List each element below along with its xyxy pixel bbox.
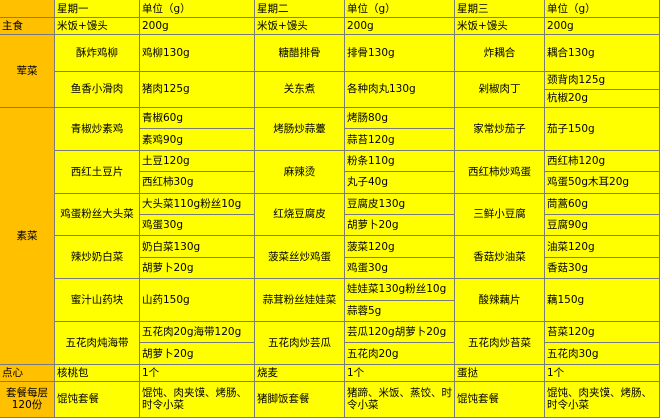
snack-name: 核桃包 (55, 364, 140, 382)
category-label: 主食 (0, 18, 55, 35)
dish-name: 家常炒茄子 (455, 108, 545, 151)
dish-name: 西红柿炒鸡蛋 (455, 150, 545, 194)
dish-name: 五花肉炒苔菜 (455, 322, 545, 365)
set-meal-contents: 馄饨、肉夹馍、烤肠、时令小菜 (140, 381, 255, 418)
ingredient: 菠菜120g (345, 236, 455, 258)
dish-name: 红烧豆腐皮 (255, 193, 345, 237)
day-header: 星期二 (255, 0, 345, 18)
dish-name: 青椒炒素鸡 (55, 108, 140, 151)
unit-header: 单位（g） (140, 0, 255, 18)
ingredient: 鸡蛋50g木耳20g (545, 172, 660, 194)
category-label: 点心 (0, 364, 55, 382)
set-meal-name: 馄饨套餐 (55, 381, 140, 418)
ingredient: 鸡蛋30g (140, 215, 255, 237)
ingredient: 五花肉30g (545, 343, 660, 365)
dish-name: 酸辣藕片 (455, 279, 545, 322)
ingredient: 奶白菜130g (140, 236, 255, 258)
ingredient: 香菇30g (545, 257, 660, 280)
ingredient: 藕150g (545, 279, 660, 322)
staple-amount: 200g (545, 18, 660, 35)
snack-amount: 1个 (345, 364, 455, 382)
snack-amount: 1个 (545, 364, 660, 382)
ingredient: 青椒60g (140, 108, 255, 130)
staple-name: 米饭+馒头 (455, 18, 545, 35)
ingredient: 蒜苔120g (345, 129, 455, 151)
category-label: 荤菜 (0, 35, 55, 108)
ingredient: 杭椒20g (545, 89, 660, 108)
ingredient: 芸瓜120g胡萝卜20g (345, 322, 455, 344)
ingredient: 素鸡90g (140, 129, 255, 151)
dish-name: 关东煮 (255, 71, 345, 108)
set-meal-name: 馄饨套餐 (455, 381, 545, 418)
snack-name: 烧麦 (255, 364, 345, 382)
unit-header: 单位（g） (345, 0, 455, 18)
ingredient: 山药150g (140, 279, 255, 322)
dish-name: 鱼香小滑肉 (55, 71, 140, 108)
ingredient: 胡萝卜20g (140, 343, 255, 365)
staple-amount: 200g (345, 18, 455, 35)
dish-name: 蜜汁山药块 (55, 279, 140, 322)
ingredient: 胡萝卜20g (345, 215, 455, 237)
category-label: 素菜 (0, 108, 55, 365)
ingredient: 蒜蓉5g (345, 300, 455, 322)
ingredient: 油菜120g (545, 236, 660, 258)
dish-name: 辣炒奶白菜 (55, 236, 140, 280)
dish-name: 三鲜小豆腐 (455, 193, 545, 237)
ingredient: 豆腐皮130g (345, 193, 455, 215)
ingredient: 颈背肉125g (545, 71, 660, 90)
ingredient: 鸡柳130g (140, 35, 255, 72)
ingredient: 猪肉125g (140, 71, 255, 108)
dish-name: 烤肠炒蒜薹 (255, 108, 345, 151)
ingredient: 胡萝卜20g (140, 257, 255, 280)
ingredient: 排骨130g (345, 35, 455, 72)
dish-name: 五花肉炒芸瓜 (255, 322, 345, 365)
ingredient: 土豆120g (140, 150, 255, 173)
staple-amount: 200g (140, 18, 255, 35)
snack-name: 蛋挞 (455, 364, 545, 382)
ingredient: 娃娃菜130g粉丝10g (345, 279, 455, 301)
staple-name: 米饭+馒头 (255, 18, 345, 35)
ingredient: 各种肉丸130g (345, 71, 455, 108)
day-header: 星期一 (55, 0, 140, 18)
ingredient: 西红柿30g (140, 172, 255, 194)
dish-name: 酥炸鸡柳 (55, 35, 140, 72)
dish-name: 剁椒肉丁 (455, 71, 545, 108)
ingredient: 茼蒿60g (545, 193, 660, 215)
ingredient: 耦合130g (545, 35, 660, 72)
dish-name: 西红土豆片 (55, 150, 140, 194)
snack-amount: 1个 (140, 364, 255, 382)
dish-name: 炸耦合 (455, 35, 545, 72)
dish-name: 糖醋排骨 (255, 35, 345, 72)
ingredient: 丸子40g (345, 172, 455, 194)
ingredient: 豆腐90g (545, 215, 660, 237)
ingredient: 粉条110g (345, 150, 455, 173)
set-meal-name: 猪脚饭套餐 (255, 381, 345, 418)
set-meal-contents: 馄饨、肉夹馍、烤肠、时令小菜 (545, 381, 660, 418)
ingredient: 五花肉20g海带120g (140, 322, 255, 344)
dish-name: 香菇炒油菜 (455, 236, 545, 280)
dish-name: 鸡蛋粉丝大头菜 (55, 193, 140, 237)
ingredient: 茄子150g (545, 108, 660, 151)
dish-name: 蒜茸粉丝娃娃菜 (255, 279, 345, 322)
day-header: 星期三 (455, 0, 545, 18)
dish-name: 菠菜丝炒鸡蛋 (255, 236, 345, 280)
corner-cell (0, 0, 55, 18)
dish-name: 麻辣烫 (255, 150, 345, 194)
unit-header: 单位（g） (545, 0, 660, 18)
dish-name: 五花肉炖海带 (55, 322, 140, 365)
ingredient: 烤肠80g (345, 108, 455, 130)
ingredient: 鸡蛋30g (345, 257, 455, 280)
ingredient: 大头菜110g粉丝10g (140, 193, 255, 215)
ingredient: 五花肉20g (345, 343, 455, 365)
ingredient: 苔菜120g (545, 322, 660, 344)
staple-name: 米饭+馒头 (55, 18, 140, 35)
category-label: 套餐每层120份 (0, 381, 55, 418)
set-meal-contents: 猪蹄、米饭、蒸饺、时令小菜 (345, 381, 455, 418)
ingredient: 西红柿120g (545, 150, 660, 173)
